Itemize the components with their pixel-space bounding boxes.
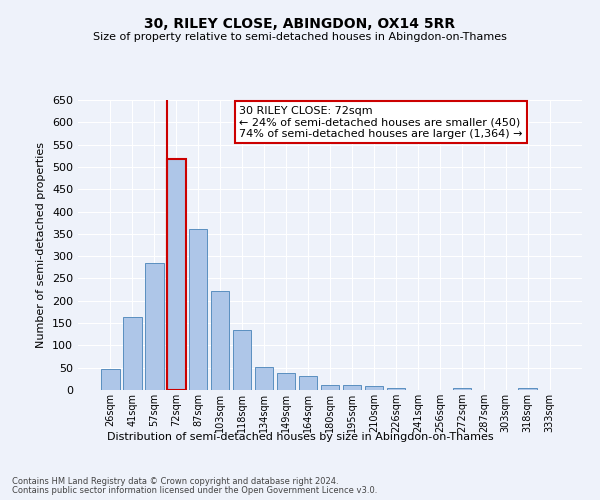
Bar bbox=[211, 290, 229, 390]
Bar bbox=[452, 388, 471, 390]
Bar bbox=[233, 330, 251, 390]
Text: Contains HM Land Registry data © Crown copyright and database right 2024.: Contains HM Land Registry data © Crown c… bbox=[12, 477, 338, 486]
Bar bbox=[343, 384, 361, 390]
Bar bbox=[101, 369, 119, 390]
Bar bbox=[277, 373, 295, 390]
Text: 30, RILEY CLOSE, ABINGDON, OX14 5RR: 30, RILEY CLOSE, ABINGDON, OX14 5RR bbox=[145, 18, 455, 32]
Bar bbox=[189, 230, 208, 390]
Bar bbox=[320, 384, 340, 390]
Bar bbox=[123, 318, 142, 390]
Bar bbox=[167, 159, 185, 390]
Text: 30 RILEY CLOSE: 72sqm
← 24% of semi-detached houses are smaller (450)
74% of sem: 30 RILEY CLOSE: 72sqm ← 24% of semi-deta… bbox=[239, 106, 523, 139]
Bar bbox=[255, 367, 274, 390]
Text: Size of property relative to semi-detached houses in Abingdon-on-Thames: Size of property relative to semi-detach… bbox=[93, 32, 507, 42]
Bar bbox=[299, 376, 317, 390]
Bar bbox=[518, 388, 537, 390]
Bar bbox=[365, 386, 383, 390]
Text: Contains public sector information licensed under the Open Government Licence v3: Contains public sector information licen… bbox=[12, 486, 377, 495]
Bar bbox=[145, 263, 164, 390]
Text: Distribution of semi-detached houses by size in Abingdon-on-Thames: Distribution of semi-detached houses by … bbox=[107, 432, 493, 442]
Y-axis label: Number of semi-detached properties: Number of semi-detached properties bbox=[37, 142, 46, 348]
Bar bbox=[386, 388, 405, 390]
